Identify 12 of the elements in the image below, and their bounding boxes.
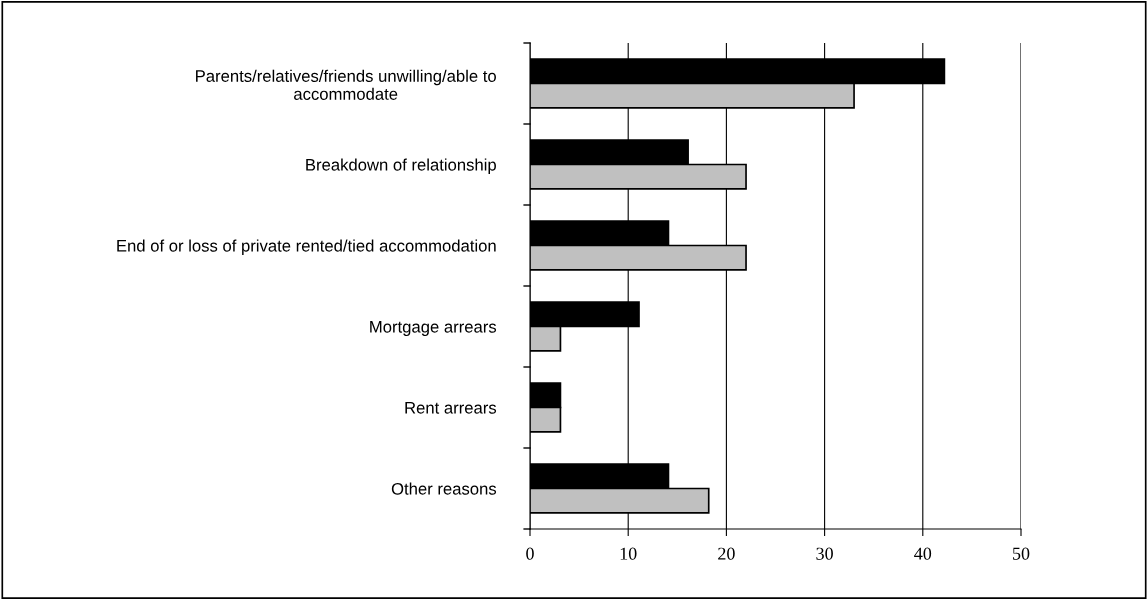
y-tick-label: End of or loss of private rented/tied accommodation xyxy=(117,239,496,255)
y-tick-label: Breakdown of relationship xyxy=(306,158,496,174)
y-tick-label: Mortgage arrears xyxy=(370,321,497,336)
x-tick-label: 30 xyxy=(816,547,833,560)
x-tick-label: 0 xyxy=(526,547,534,560)
y-tick-label: Other reasons xyxy=(391,482,497,495)
x-tick-label: 10 xyxy=(620,547,637,560)
x-tick-label: 50 xyxy=(1013,547,1030,560)
x-tick-label: 40 xyxy=(914,547,932,560)
y-tick-label: Parents/relatives/friends unwilling/able to accommodate xyxy=(196,69,496,100)
x-tick-label: 20 xyxy=(718,547,735,560)
y-tick-label: Rent arrears xyxy=(405,402,497,414)
